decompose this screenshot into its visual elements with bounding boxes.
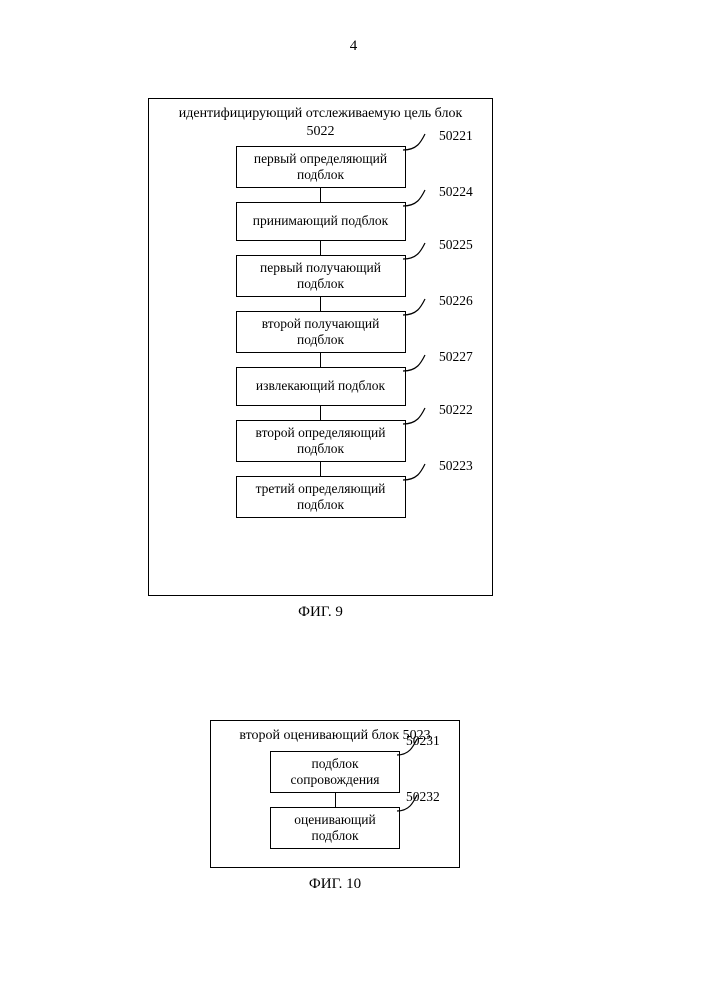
block-label-l1: извлекающий подблок — [256, 378, 385, 393]
fig9-block-n2: принимающий подблок — [236, 202, 406, 240]
fig9-connector — [320, 353, 321, 367]
leader-line-icon — [403, 353, 433, 375]
fig9-row: третий определяющийподблок50223 — [149, 476, 492, 518]
fig9-block-n3: первый получающийподблок — [236, 255, 406, 297]
fig9-connector — [320, 297, 321, 311]
fig9-row: второй определяющийподблок50222 — [149, 420, 492, 462]
fig9-row: принимающий подблок50224 — [149, 202, 492, 240]
leader-line-icon — [403, 188, 433, 210]
block-label-l1: оценивающий — [294, 812, 376, 827]
fig10-container: второй оценивающий блок 5023 подблоксопр… — [210, 720, 460, 868]
block-label-l2: подблок — [311, 828, 358, 843]
fig9-row: первый получающийподблок50225 — [149, 255, 492, 297]
block-label-l1: подблок — [311, 756, 358, 771]
fig9-row: извлекающий подблок50227 — [149, 367, 492, 405]
fig9-ref-n7: 50223 — [439, 458, 473, 474]
fig9-block-n7: третий определяющийподблок — [236, 476, 406, 518]
fig10-block-m2: оценивающийподблок — [270, 807, 400, 849]
block-label-l2: подблок — [297, 276, 344, 291]
block-label-l1: второй получающий — [262, 316, 380, 331]
block-label-l2: сопровождения — [290, 772, 379, 787]
block-label-l1: второй определяющий — [256, 425, 386, 440]
leader-line-icon — [403, 406, 433, 428]
fig10-title-text: второй оценивающий блок 5023 — [239, 728, 430, 743]
fig10-ref-m1: 50231 — [406, 733, 440, 749]
fig9-connector — [320, 462, 321, 476]
fig9-ref-n6: 50222 — [439, 402, 473, 418]
fig10-caption: ФИГ. 10 — [210, 876, 460, 893]
fig9-connector — [320, 241, 321, 255]
block-label-l1: первый получающий — [260, 260, 381, 275]
block-label-l2: подблок — [297, 332, 344, 347]
fig9-row: первый определяющийподблок50221 — [149, 146, 492, 188]
block-label-l2: подблок — [297, 497, 344, 512]
fig10-connector — [335, 793, 336, 807]
fig9-block-n6: второй определяющийподблок — [236, 420, 406, 462]
fig10-row: подблоксопровождения50231 — [211, 751, 459, 793]
page-number: 4 — [0, 38, 707, 55]
fig10-ref-m2: 50232 — [406, 789, 440, 805]
fig9-blocks: первый определяющийподблок50221 принимающ… — [149, 146, 492, 518]
fig10-blocks: подблоксопровождения50231оценивающийподб… — [211, 751, 459, 850]
fig9-block-n1: первый определяющийподблок — [236, 146, 406, 188]
fig9-connector — [320, 188, 321, 202]
fig9-ref-n2: 50224 — [439, 184, 473, 200]
leader-line-icon — [403, 297, 433, 319]
fig10-row: оценивающийподблок50232 — [211, 807, 459, 849]
fig9-title-line2: 5022 — [307, 124, 335, 139]
block-label-l1: принимающий подблок — [253, 213, 388, 228]
fig9-connector — [320, 406, 321, 420]
leader-line-icon — [403, 462, 433, 484]
fig9-ref-n5: 50227 — [439, 349, 473, 365]
fig9-row: второй получающийподблок50226 — [149, 311, 492, 353]
page: 4 идентифицирующий отслеживаемую цель бл… — [0, 0, 707, 1000]
block-label-l2: подблок — [297, 441, 344, 456]
fig9-block-n4: второй получающийподблок — [236, 311, 406, 353]
block-label-l1: третий определяющий — [256, 481, 386, 496]
fig9-ref-n4: 50226 — [439, 293, 473, 309]
fig9-block-n5: извлекающий подблок — [236, 367, 406, 405]
fig9-ref-n3: 50225 — [439, 237, 473, 253]
fig9-title-line1: идентифицирующий отслеживаемую цель блок — [179, 106, 463, 121]
fig10-block-m1: подблоксопровождения — [270, 751, 400, 793]
block-label-l1: первый определяющий — [254, 151, 387, 166]
fig9-container: идентифицирующий отслеживаемую цель блок… — [148, 98, 493, 596]
fig9-ref-n1: 50221 — [439, 128, 473, 144]
leader-line-icon — [403, 241, 433, 263]
fig9-caption: ФИГ. 9 — [148, 604, 493, 621]
block-label-l2: подблок — [297, 167, 344, 182]
